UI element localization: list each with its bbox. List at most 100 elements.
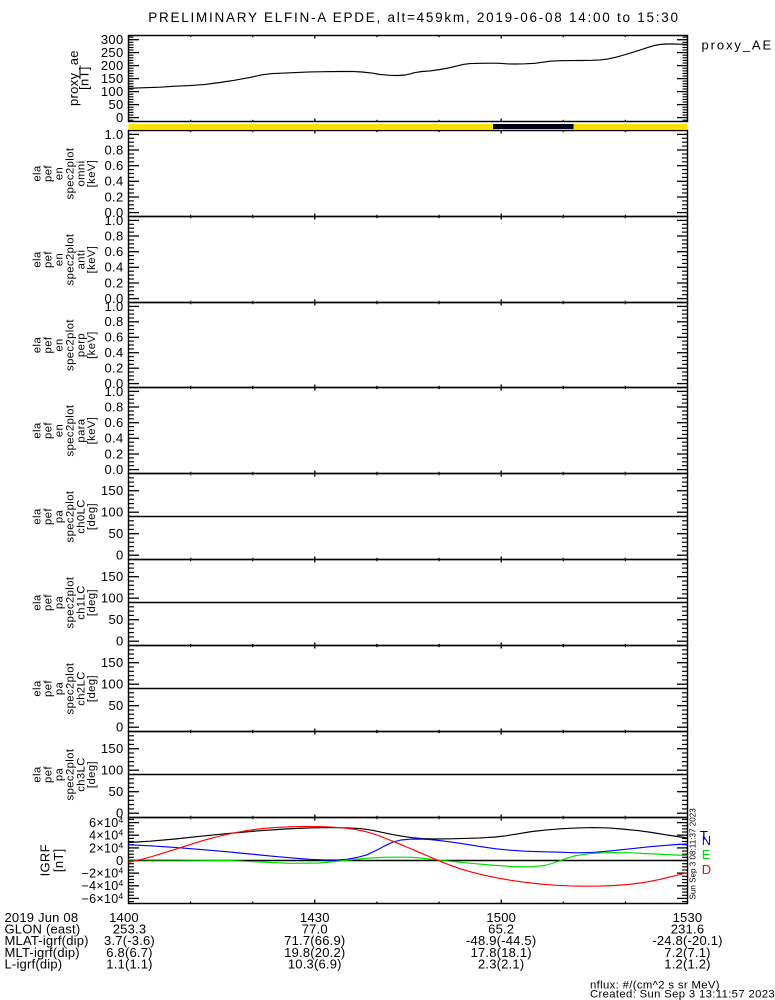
svg-text:spec2plot: spec2plot xyxy=(65,233,77,285)
svg-text:0.6: 0.6 xyxy=(105,415,124,430)
svg-text:0.8: 0.8 xyxy=(105,142,124,157)
svg-text:1.0: 1.0 xyxy=(105,127,124,142)
svg-text:[keV]: [keV] xyxy=(86,160,98,188)
svg-text:0.4: 0.4 xyxy=(105,431,124,446)
svg-text:MLAT-igrf(dip): MLAT-igrf(dip) xyxy=(5,933,89,948)
svg-text:0.4: 0.4 xyxy=(105,345,124,360)
svg-text:6.8(6.7): 6.8(6.7) xyxy=(106,945,152,960)
svg-text:[deg]: [deg] xyxy=(86,675,98,702)
svg-text:0.0: 0.0 xyxy=(105,376,124,391)
svg-text:ela: ela xyxy=(32,508,44,525)
svg-text:ch3LC: ch3LC xyxy=(76,757,88,792)
svg-text:[keV]: [keV] xyxy=(86,246,98,274)
svg-text:[deg]: [deg] xyxy=(86,761,98,788)
svg-text:−6×104: −6×104 xyxy=(82,891,124,906)
svg-text:0.2: 0.2 xyxy=(105,275,124,290)
svg-text:ela: ela xyxy=(32,594,44,611)
svg-text:[keV]: [keV] xyxy=(86,417,98,445)
svg-text:ela: ela xyxy=(32,422,44,439)
svg-text:100: 100 xyxy=(101,84,124,99)
svg-text:100: 100 xyxy=(101,505,124,520)
svg-text:0: 0 xyxy=(116,720,124,735)
svg-text:300: 300 xyxy=(101,32,124,47)
svg-text:71.7(66.9): 71.7(66.9) xyxy=(284,933,345,948)
svg-text:0.0: 0.0 xyxy=(105,462,124,477)
svg-text:[nT]: [nT] xyxy=(77,66,92,90)
svg-text:anti: anti xyxy=(76,250,88,270)
svg-text:spec2plot: spec2plot xyxy=(65,147,77,199)
svg-text:D: D xyxy=(702,862,711,877)
svg-text:100: 100 xyxy=(101,763,124,778)
svg-text:0.6: 0.6 xyxy=(105,244,124,259)
svg-text:50: 50 xyxy=(108,784,123,799)
svg-text:L-igrf(dip): L-igrf(dip) xyxy=(5,956,63,971)
svg-text:ch0LC: ch0LC xyxy=(76,499,88,534)
svg-text:[keV]: [keV] xyxy=(86,331,98,359)
svg-text:0: 0 xyxy=(116,548,124,563)
svg-text:0.8: 0.8 xyxy=(105,228,124,243)
svg-text:250: 250 xyxy=(101,45,124,60)
svg-text:65.2: 65.2 xyxy=(488,922,514,937)
svg-text:MLT-igrf(dip): MLT-igrf(dip) xyxy=(5,945,80,960)
svg-text:en: en xyxy=(54,338,66,351)
svg-text:1.1(1.1): 1.1(1.1) xyxy=(106,956,152,971)
svg-text:ela: ela xyxy=(32,766,44,783)
svg-text:0.8: 0.8 xyxy=(105,399,124,414)
svg-text:IGRF: IGRF xyxy=(38,844,53,876)
svg-text:77.0: 77.0 xyxy=(302,922,328,937)
svg-text:pef: pef xyxy=(43,508,55,525)
svg-text:spec2plot: spec2plot xyxy=(65,404,77,456)
svg-text:ch1LC: ch1LC xyxy=(76,585,88,620)
svg-text:−4×104: −4×104 xyxy=(82,878,124,893)
svg-text:0: 0 xyxy=(116,806,124,821)
svg-text:proxy_AE: proxy_AE xyxy=(702,38,774,53)
svg-text:pef: pef xyxy=(43,680,55,697)
svg-text:ch2LC: ch2LC xyxy=(76,671,88,706)
svg-text:pa: pa xyxy=(54,596,66,610)
svg-text:150: 150 xyxy=(101,741,124,756)
svg-text:pa: pa xyxy=(54,682,66,696)
svg-text:7.2(7.1): 7.2(7.1) xyxy=(664,945,710,960)
svg-text:[deg]: [deg] xyxy=(86,503,98,530)
svg-text:PRELIMINARY ELFIN-A EPDE, alt=: PRELIMINARY ELFIN-A EPDE, alt=459km, 201… xyxy=(148,10,680,25)
svg-text:1.2(1.2): 1.2(1.2) xyxy=(664,956,710,971)
svg-text:50: 50 xyxy=(108,698,123,713)
svg-text:N: N xyxy=(702,833,711,848)
svg-text:en: en xyxy=(54,167,66,180)
svg-text:50: 50 xyxy=(108,526,123,541)
svg-text:1.0: 1.0 xyxy=(105,384,124,399)
svg-text:Created: Sun Sep 3 13:11:57 2: Created: Sun Sep 3 13:11:57 2023 xyxy=(590,989,775,1000)
svg-text:2.3(2.1): 2.3(2.1) xyxy=(478,956,524,971)
svg-text:pef: pef xyxy=(43,336,55,353)
svg-text:1400: 1400 xyxy=(109,910,139,925)
svg-text:Sun Sep 3 08:11:37 2023: Sun Sep 3 08:11:37 2023 xyxy=(689,808,698,900)
svg-text:231.6: 231.6 xyxy=(671,922,705,937)
svg-text:spec2plot: spec2plot xyxy=(65,662,77,714)
svg-text:perp: perp xyxy=(76,333,88,357)
svg-text:50: 50 xyxy=(108,97,123,112)
svg-text:-48.9(-44.5): -48.9(-44.5) xyxy=(466,933,536,948)
svg-text:ela: ela xyxy=(32,680,44,697)
svg-text:0: 0 xyxy=(116,634,124,649)
svg-text:0: 0 xyxy=(116,110,124,125)
svg-text:1430: 1430 xyxy=(300,910,330,925)
svg-text:0.2: 0.2 xyxy=(105,189,124,204)
svg-text:100: 100 xyxy=(101,591,124,606)
svg-text:nflux: #/(cm^2 s sr MeV): nflux: #/(cm^2 s sr MeV) xyxy=(590,980,720,992)
svg-text:4×104: 4×104 xyxy=(89,828,123,843)
svg-text:10.3(6.9): 10.3(6.9) xyxy=(288,956,342,971)
svg-text:0.2: 0.2 xyxy=(105,361,124,376)
svg-text:en: en xyxy=(54,253,66,266)
svg-text:en: en xyxy=(54,424,66,437)
svg-text:T: T xyxy=(700,828,708,843)
svg-text:0.4: 0.4 xyxy=(105,260,124,275)
svg-text:1.0: 1.0 xyxy=(105,299,124,314)
svg-text:100: 100 xyxy=(101,677,124,692)
svg-text:0.4: 0.4 xyxy=(105,174,124,189)
svg-text:0.6: 0.6 xyxy=(105,330,124,345)
svg-text:6×104: 6×104 xyxy=(89,815,123,830)
svg-text:−2×104: −2×104 xyxy=(82,866,124,881)
svg-text:spec2plot: spec2plot xyxy=(65,319,77,371)
svg-text:proxy_ae: proxy_ae xyxy=(66,50,81,106)
svg-text:spec2plot: spec2plot xyxy=(65,576,77,628)
